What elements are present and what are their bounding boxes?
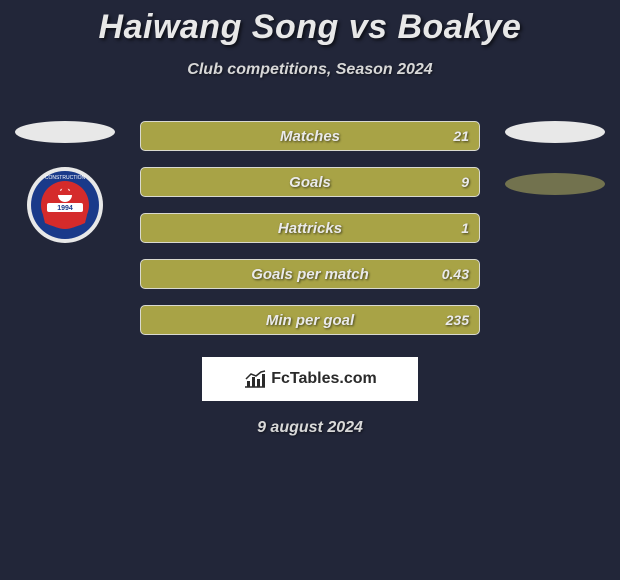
player-shadow-left — [15, 121, 115, 143]
stat-row-goals: Goals 9 — [140, 167, 480, 197]
stat-label: Goals — [141, 174, 479, 191]
stats-container: Matches 21 Goals 9 Hattricks 1 Goals per… — [140, 121, 480, 335]
badge-text-top: CONSTRUCTION — [45, 175, 86, 181]
subtitle: Club competitions, Season 2024 — [0, 61, 620, 79]
badge-year: 1994 — [57, 205, 73, 212]
stat-label: Min per goal — [141, 312, 479, 329]
stat-label: Goals per match — [141, 266, 479, 283]
chart-icon — [243, 369, 267, 389]
club-badge-henan: 1994 CONSTRUCTION — [15, 165, 115, 245]
player-shadow-right-2 — [505, 173, 605, 195]
date-text: 9 august 2024 — [0, 419, 620, 437]
stat-row-hattricks: Hattricks 1 — [140, 213, 480, 243]
stat-value: 235 — [446, 312, 469, 328]
stat-value: 21 — [453, 128, 469, 144]
page-title: Haiwang Song vs Boakye — [0, 0, 620, 47]
stat-label: Matches — [141, 128, 479, 145]
stat-row-min-per-goal: Min per goal 235 — [140, 305, 480, 335]
club-badge-icon: 1994 CONSTRUCTION — [15, 165, 115, 245]
player-shadow-right-1 — [505, 121, 605, 143]
stat-value: 0.43 — [442, 266, 469, 282]
footer-brand-inner: FcTables.com — [243, 369, 377, 389]
left-player-column: 1994 CONSTRUCTION — [10, 121, 120, 245]
stat-value: 1 — [461, 220, 469, 236]
stat-label: Hattricks — [141, 220, 479, 237]
footer-brand-box[interactable]: FcTables.com — [202, 357, 418, 401]
comparison-content: 1994 CONSTRUCTION Matches 21 Goals 9 Hat… — [0, 121, 620, 351]
footer-brand-text: FcTables.com — [271, 370, 377, 388]
stat-row-matches: Matches 21 — [140, 121, 480, 151]
stat-value: 9 — [461, 174, 469, 190]
right-player-column — [500, 121, 610, 195]
stat-row-goals-per-match: Goals per match 0.43 — [140, 259, 480, 289]
